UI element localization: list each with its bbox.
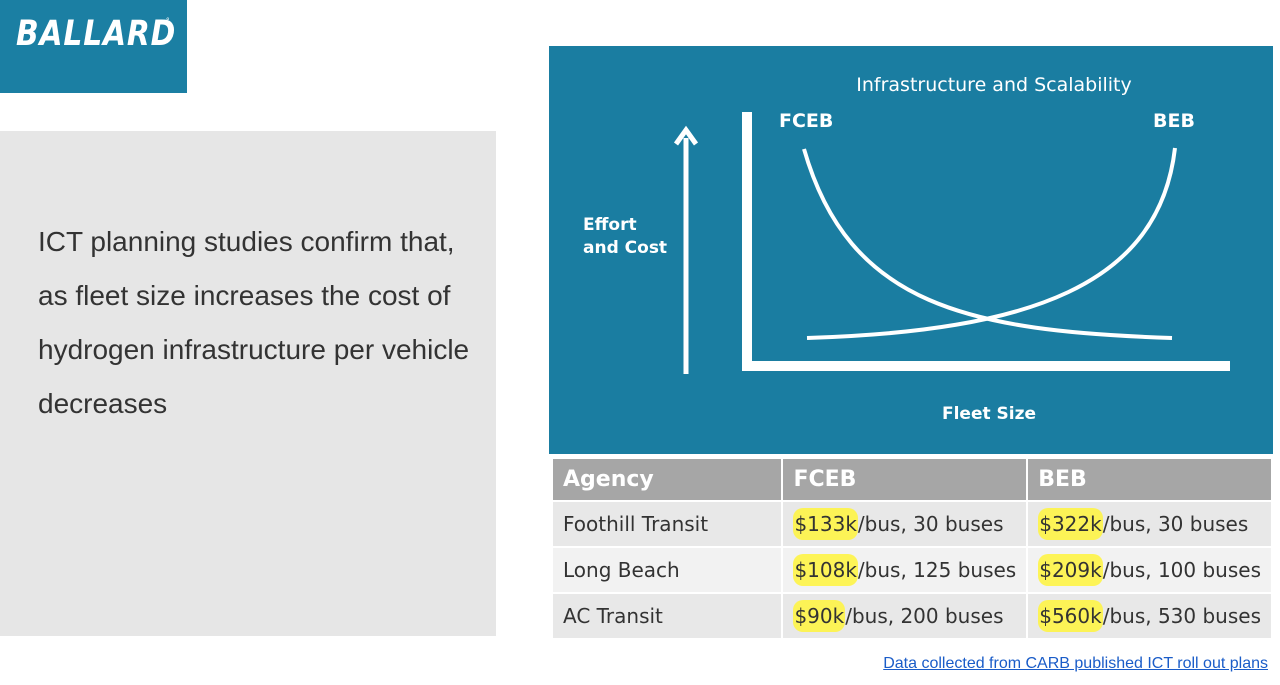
beb-detail: /bus, 530 buses <box>1102 604 1261 628</box>
fceb-cell: $90k/bus, 200 buses <box>783 594 1027 640</box>
chart-title: Infrastructure and Scalability <box>856 74 1132 96</box>
fceb-cell: $133k/bus, 30 buses <box>783 502 1027 548</box>
statement-text: ICT planning studies confirm that, as fl… <box>38 226 470 419</box>
y-axis-label-line1: Effort <box>583 215 637 235</box>
chart-svg: Infrastructure and Scalability Effort an… <box>583 74 1230 424</box>
beb-detail: /bus, 30 buses <box>1102 512 1249 536</box>
fceb-detail: /bus, 30 buses <box>857 512 1004 536</box>
table-header-row: Agency FCEB BEB <box>553 459 1271 502</box>
beb-cell: $209k/bus, 100 buses <box>1028 548 1271 594</box>
cost-table: Agency FCEB BEB Foothill Transit $133k/b… <box>551 459 1273 640</box>
logo-registered-mark: ° <box>166 16 170 26</box>
statement-panel: ICT planning studies confirm that, as fl… <box>0 131 496 636</box>
y-arrow-head <box>673 125 699 146</box>
table-row: Foothill Transit $133k/bus, 30 buses $32… <box>553 502 1271 548</box>
agency-cell: AC Transit <box>553 594 782 640</box>
beb-cell: $560k/bus, 530 buses <box>1028 594 1271 640</box>
fceb-detail: /bus, 125 buses <box>857 558 1017 582</box>
table-row: AC Transit $90k/bus, 200 buses $560k/bus… <box>553 594 1271 640</box>
beb-cost-highlight: $209k <box>1038 554 1103 586</box>
logo-text: BALLARD <box>16 14 177 54</box>
y-axis-label-line2: and Cost <box>583 238 667 258</box>
source-link[interactable]: Data collected from CARB published ICT r… <box>883 655 1268 672</box>
header-fceb: FCEB <box>783 459 1027 502</box>
series-label-fceb: FCEB <box>779 110 833 132</box>
beb-cell: $322k/bus, 30 buses <box>1028 502 1271 548</box>
beb-cost-highlight: $322k <box>1038 508 1103 540</box>
fceb-cell: $108k/bus, 125 buses <box>783 548 1027 594</box>
ballard-logo: BALLARD ° <box>0 0 187 93</box>
agency-cell: Long Beach <box>553 548 782 594</box>
beb-curve <box>806 147 1177 340</box>
fceb-cost-highlight: $133k <box>793 508 858 540</box>
series-label-beb: BEB <box>1153 110 1195 132</box>
beb-detail: /bus, 100 buses <box>1102 558 1261 582</box>
agency-cell: Foothill Transit <box>553 502 782 548</box>
table-row: Long Beach $108k/bus, 125 buses $209k/bu… <box>553 548 1271 594</box>
fceb-cost-highlight: $90k <box>793 600 846 632</box>
x-axis-label: Fleet Size <box>942 404 1036 424</box>
scalability-chart: Infrastructure and Scalability Effort an… <box>549 46 1273 454</box>
fceb-detail: /bus, 200 buses <box>845 604 1004 628</box>
fceb-cost-highlight: $108k <box>793 554 858 586</box>
beb-cost-highlight: $560k <box>1038 600 1103 632</box>
header-beb: BEB <box>1028 459 1271 502</box>
header-agency: Agency <box>553 459 782 502</box>
fceb-curve <box>802 148 1173 340</box>
